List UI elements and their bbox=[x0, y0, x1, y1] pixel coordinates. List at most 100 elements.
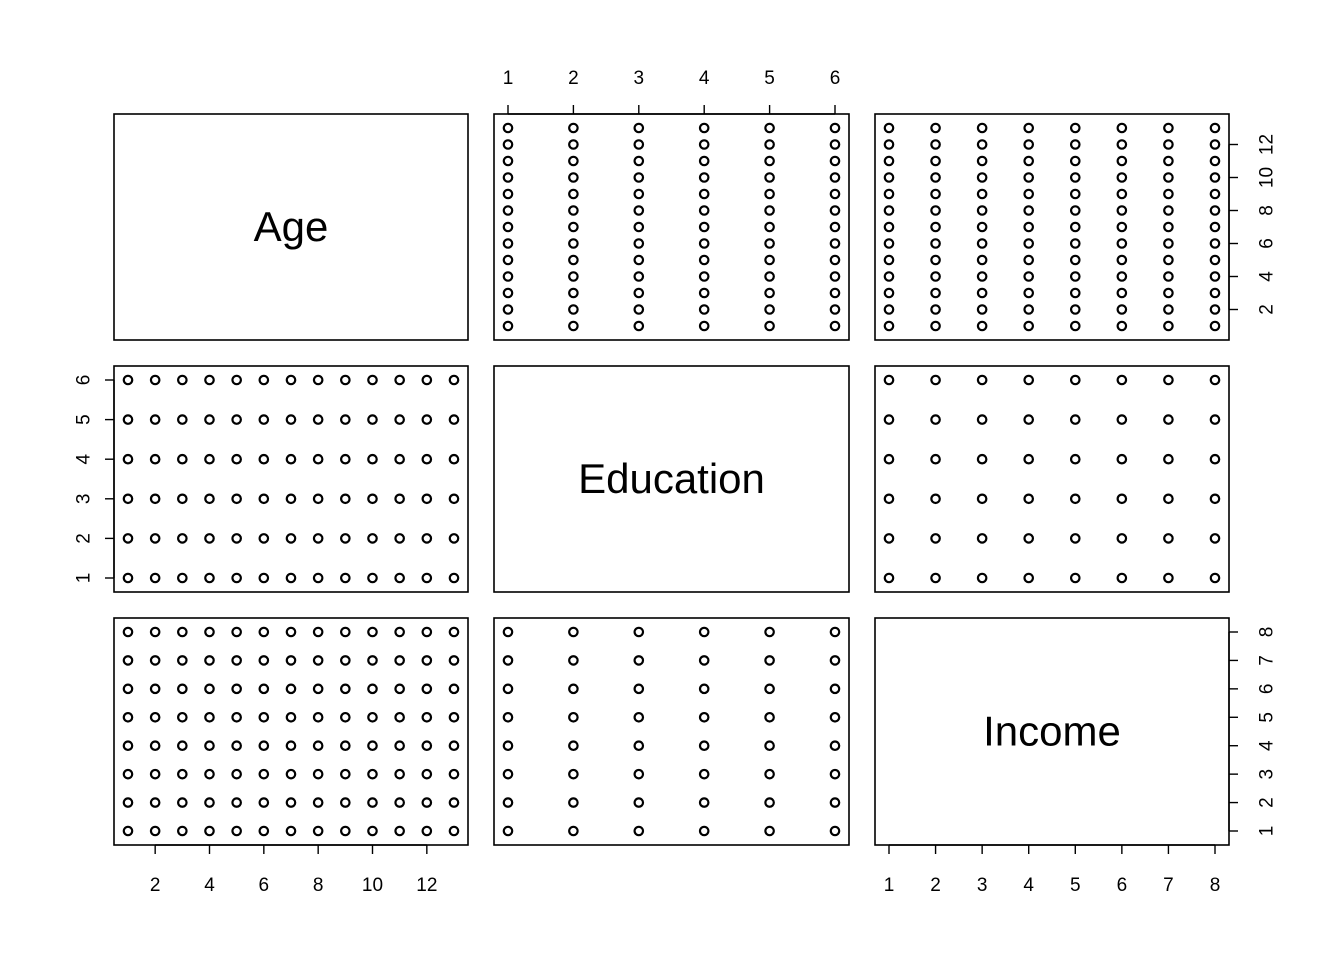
point-0-1-6-6 bbox=[829, 238, 841, 249]
point-1-0-5-5 bbox=[231, 414, 242, 425]
point-0-1-3-5 bbox=[633, 254, 645, 266]
point-0-2-1-4 bbox=[883, 271, 895, 282]
point-2-0-10-2 bbox=[367, 797, 378, 808]
point-0-1-3-2 bbox=[633, 304, 645, 315]
tick-label-top-0-6: 6 bbox=[830, 68, 841, 89]
point-1-2-6-4 bbox=[1116, 453, 1128, 465]
point-2-0-7-3 bbox=[285, 768, 297, 780]
point-0-2-1-9 bbox=[883, 188, 895, 200]
point-1-0-5-3 bbox=[231, 493, 242, 505]
tick-label-bottom-4-12: 12 bbox=[416, 875, 437, 896]
point-2-1-6-2 bbox=[829, 797, 841, 808]
point-2-1-6-1 bbox=[829, 825, 841, 837]
point-0-2-7-13 bbox=[1163, 122, 1174, 134]
point-0-2-7-6 bbox=[1163, 238, 1174, 249]
point-1-0-1-1 bbox=[122, 572, 134, 584]
point-2-0-5-8 bbox=[231, 626, 242, 638]
point-0-1-2-10 bbox=[568, 172, 579, 183]
point-1-0-7-2 bbox=[285, 533, 297, 544]
point-0-2-3-4 bbox=[976, 271, 988, 282]
point-1-0-11-2 bbox=[394, 533, 405, 544]
point-0-2-7-10 bbox=[1163, 172, 1174, 183]
point-2-0-13-6 bbox=[448, 683, 460, 695]
point-0-1-1-12 bbox=[502, 139, 514, 150]
point-2-0-1-5 bbox=[122, 711, 134, 723]
diagonal-label-age: Age bbox=[254, 203, 329, 250]
point-2-0-11-7 bbox=[394, 655, 405, 666]
point-1-2-2-5 bbox=[930, 414, 941, 425]
point-0-2-5-12 bbox=[1069, 139, 1081, 150]
point-1-0-10-5 bbox=[367, 414, 378, 425]
point-2-1-2-3 bbox=[568, 768, 579, 780]
point-0-1-4-5 bbox=[698, 254, 710, 266]
point-0-2-1-8 bbox=[883, 205, 895, 216]
point-0-1-3-13 bbox=[633, 122, 645, 134]
point-2-1-4-2 bbox=[698, 797, 710, 808]
tick-label-right-3-6: 6 bbox=[1257, 684, 1278, 695]
point-0-1-1-1 bbox=[502, 320, 514, 332]
tick-label-right-3-3: 3 bbox=[1257, 769, 1278, 780]
point-0-2-1-5 bbox=[883, 254, 895, 266]
point-2-0-10-6 bbox=[367, 683, 378, 695]
point-1-0-7-3 bbox=[285, 493, 297, 505]
point-1-0-10-3 bbox=[367, 493, 378, 505]
point-2-0-7-8 bbox=[285, 626, 297, 638]
tick-label-left-2-5: 5 bbox=[74, 414, 95, 425]
tick-label-bottom-5-4: 4 bbox=[1023, 875, 1034, 896]
point-0-1-4-1 bbox=[698, 320, 710, 332]
point-0-1-4-9 bbox=[698, 188, 710, 200]
point-0-1-5-10 bbox=[764, 172, 775, 183]
point-1-0-13-5 bbox=[448, 414, 460, 425]
point-2-1-4-5 bbox=[698, 711, 710, 723]
point-0-2-2-3 bbox=[930, 287, 941, 299]
point-2-0-11-4 bbox=[394, 740, 405, 752]
point-0-2-5-11 bbox=[1069, 155, 1081, 167]
point-0-2-6-10 bbox=[1116, 172, 1128, 183]
point-2-0-3-6 bbox=[177, 683, 188, 695]
point-2-0-4-2 bbox=[204, 797, 215, 808]
point-0-1-2-6 bbox=[568, 238, 579, 249]
point-2-1-2-8 bbox=[568, 626, 579, 638]
point-2-1-3-5 bbox=[633, 711, 645, 723]
point-1-2-1-3 bbox=[883, 493, 895, 505]
point-2-0-12-4 bbox=[421, 740, 433, 752]
point-2-0-8-6 bbox=[312, 683, 324, 695]
point-1-0-5-4 bbox=[231, 453, 242, 465]
point-0-2-6-13 bbox=[1116, 122, 1128, 134]
tick-label-right-1-8: 8 bbox=[1257, 205, 1278, 216]
point-0-2-2-10 bbox=[930, 172, 941, 183]
point-2-0-12-8 bbox=[421, 626, 433, 638]
point-2-0-3-1 bbox=[177, 825, 188, 837]
point-1-0-10-6 bbox=[367, 374, 378, 386]
point-0-1-6-1 bbox=[829, 320, 841, 332]
point-0-2-2-6 bbox=[930, 238, 941, 249]
point-1-2-7-1 bbox=[1163, 572, 1174, 584]
point-2-0-2-6 bbox=[149, 683, 161, 695]
point-0-2-7-7 bbox=[1163, 221, 1174, 233]
point-1-2-5-3 bbox=[1069, 493, 1081, 505]
point-0-2-5-6 bbox=[1069, 238, 1081, 249]
point-2-0-12-2 bbox=[421, 797, 433, 808]
point-2-0-5-6 bbox=[231, 683, 242, 695]
point-0-2-3-8 bbox=[976, 205, 988, 216]
point-0-1-6-7 bbox=[829, 221, 841, 233]
point-0-2-5-4 bbox=[1069, 271, 1081, 282]
point-2-0-9-2 bbox=[340, 797, 351, 808]
point-0-2-3-13 bbox=[976, 122, 988, 134]
point-2-1-1-8 bbox=[502, 626, 514, 638]
point-1-2-7-6 bbox=[1163, 374, 1174, 386]
point-2-0-2-5 bbox=[149, 711, 161, 723]
point-0-1-4-12 bbox=[698, 139, 710, 150]
point-0-2-3-3 bbox=[976, 287, 988, 299]
point-2-0-6-7 bbox=[258, 655, 270, 666]
point-0-1-2-2 bbox=[568, 304, 579, 315]
tick-label-bottom-5-8: 8 bbox=[1210, 875, 1221, 896]
point-2-0-7-2 bbox=[285, 797, 297, 808]
point-2-0-8-4 bbox=[312, 740, 324, 752]
point-1-0-1-2 bbox=[122, 533, 134, 544]
point-0-2-3-1 bbox=[976, 320, 988, 332]
point-2-0-11-8 bbox=[394, 626, 405, 638]
point-0-1-1-3 bbox=[502, 287, 514, 299]
point-2-1-5-4 bbox=[764, 740, 775, 752]
point-1-0-2-2 bbox=[149, 533, 161, 544]
